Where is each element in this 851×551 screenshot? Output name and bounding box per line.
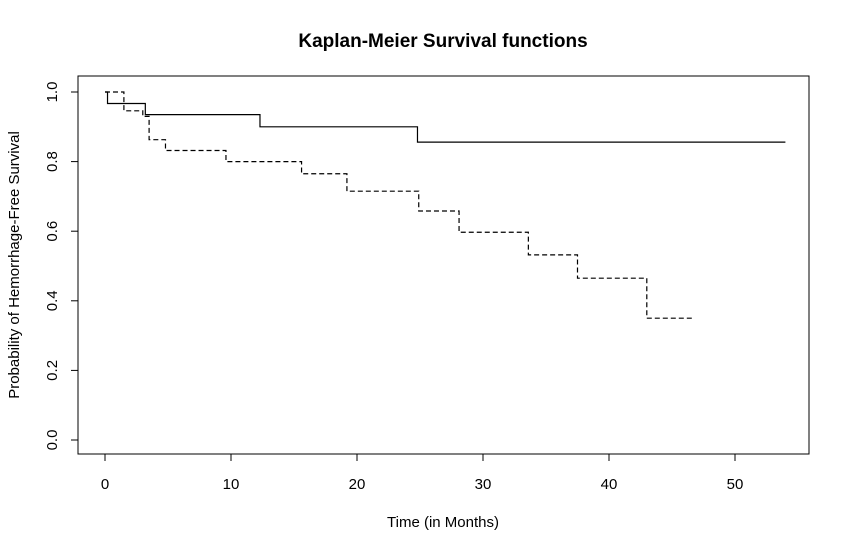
series-layer [105,91,786,319]
y-axis-label: Probability of Hemorrhage-Free Survival [6,131,23,399]
km-curve-dashed [105,91,695,319]
x-axis-label: Time (in Months) [387,514,499,531]
x-tick-label: 0 [101,476,109,493]
km-curve-solid [105,91,786,143]
y-tick-label: 1.0 [44,82,61,103]
y-tick-label: 0.0 [44,430,61,451]
y-tick-label: 0.4 [44,290,61,311]
plot-frame [77,75,810,455]
x-axis: 0 10 20 30 40 50 [101,453,744,493]
y-axis: 0.0 0.2 0.4 0.6 0.8 1.0 [44,82,79,451]
x-tick-label: 10 [223,476,240,493]
y-tick-label: 0.8 [44,151,61,172]
x-tick-label: 40 [601,476,618,493]
chart-title: Kaplan-Meier Survival functions [298,31,587,52]
x-tick-label: 50 [727,476,744,493]
y-tick-label: 0.6 [44,221,61,242]
x-tick-label: 20 [349,476,366,493]
y-tick-label: 0.2 [44,360,61,381]
x-tick-label: 30 [475,476,492,493]
